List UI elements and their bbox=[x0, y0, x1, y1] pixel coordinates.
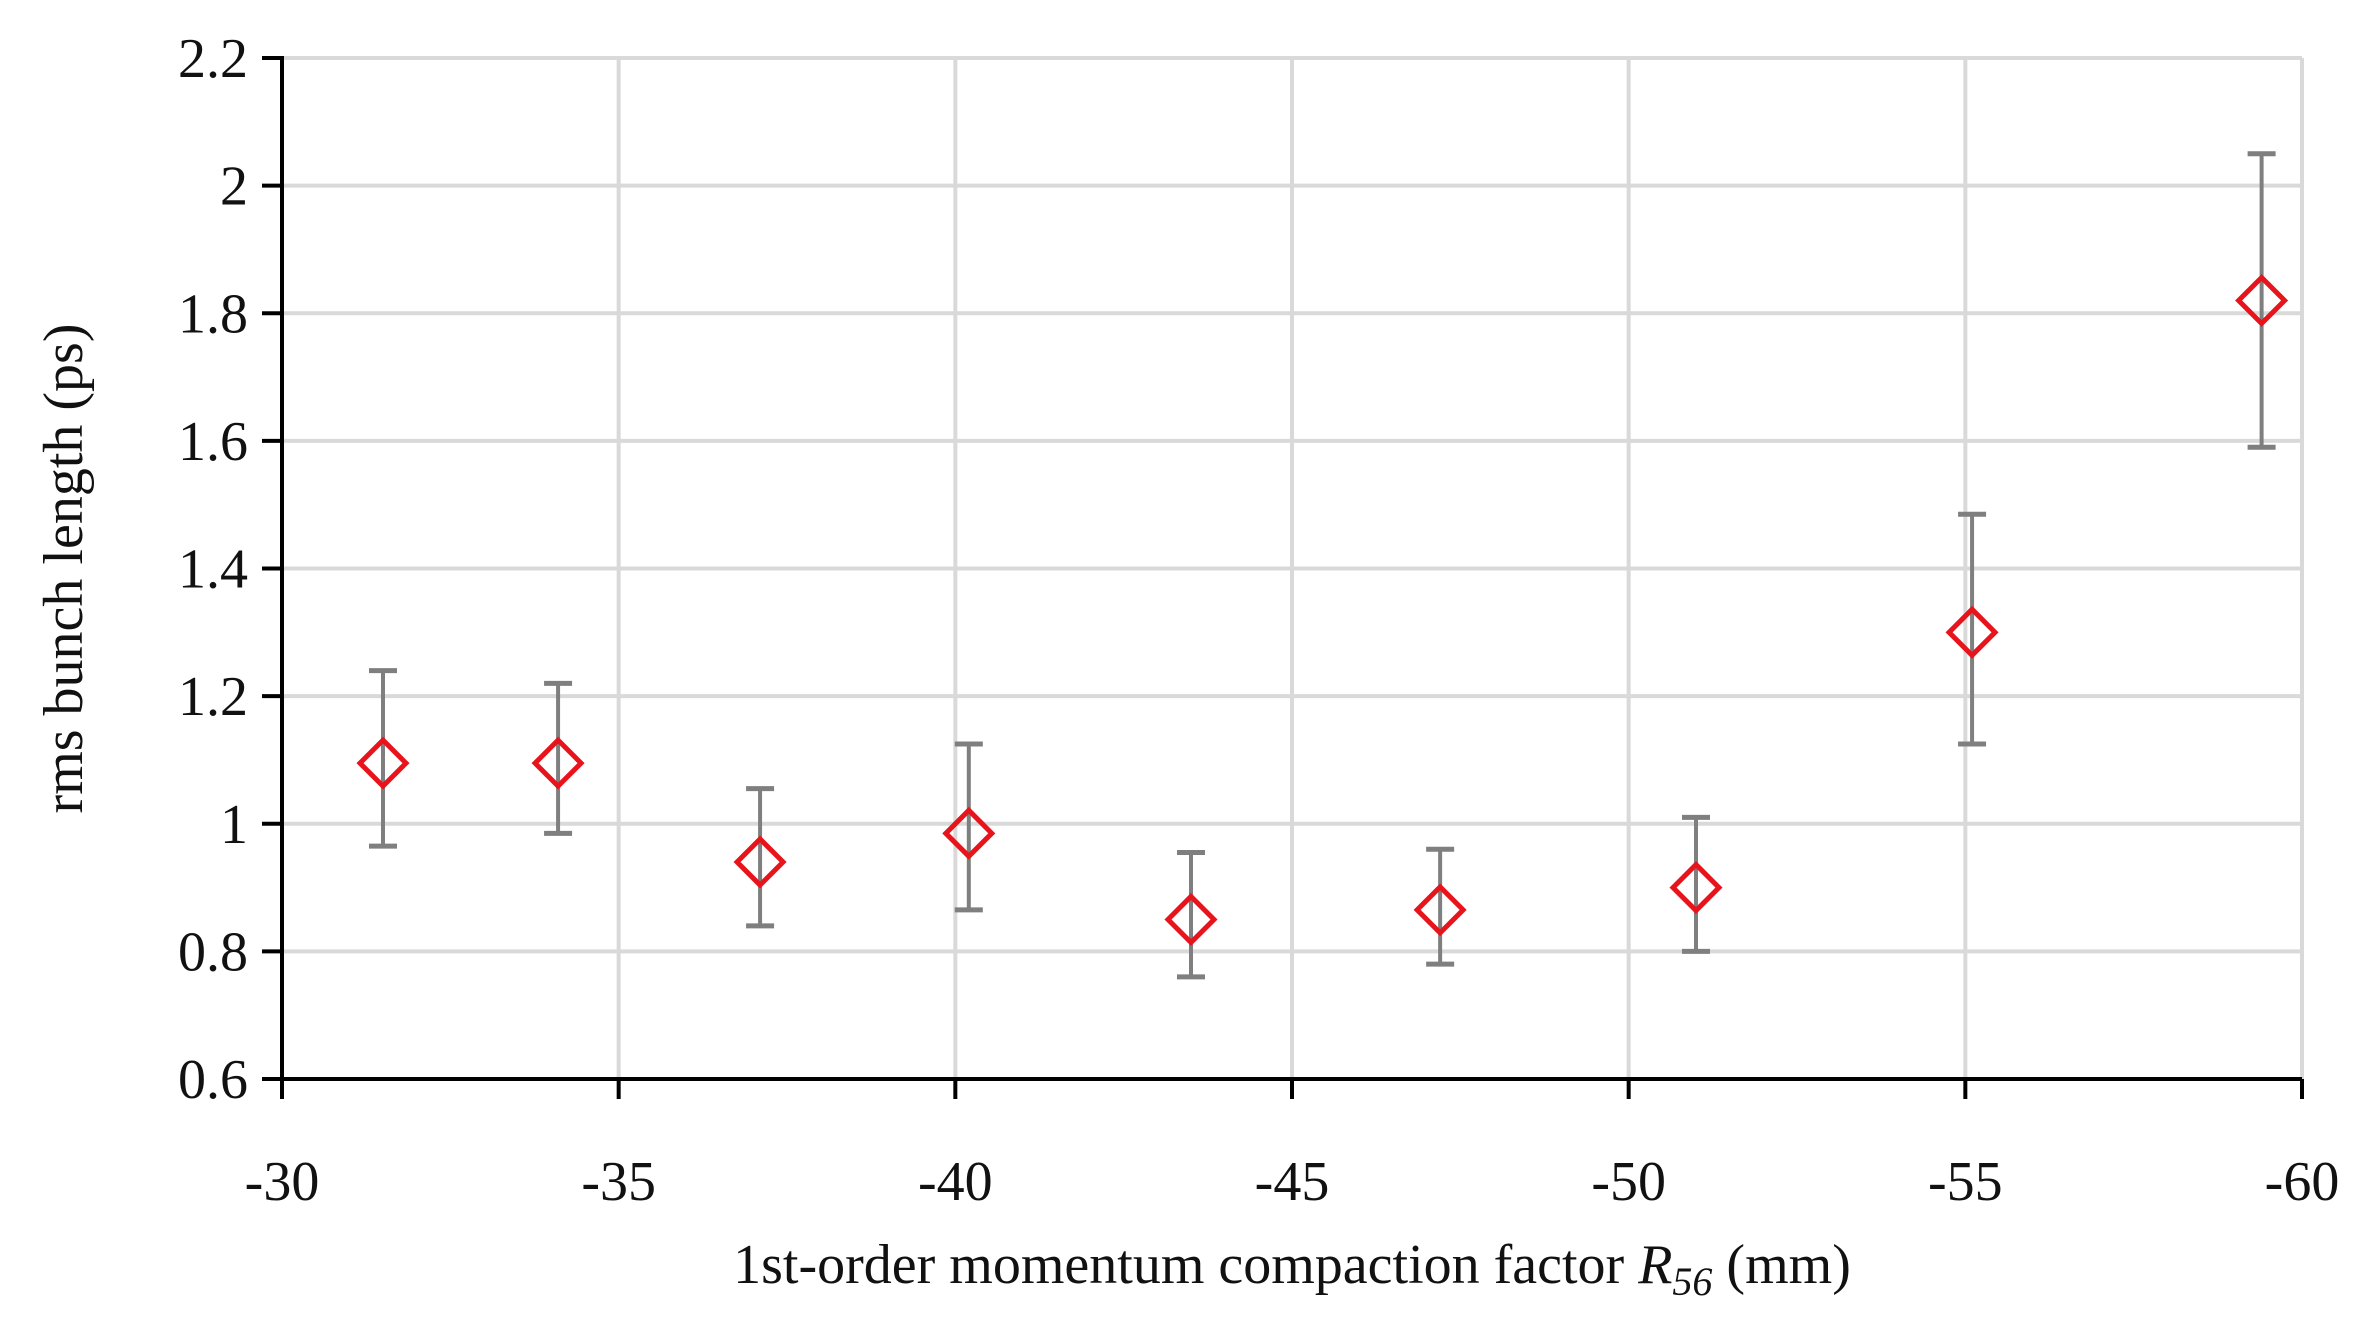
y-tick-label: 1.8 bbox=[178, 283, 248, 345]
data-point bbox=[1945, 605, 1999, 659]
x-axis-title-symbol: R bbox=[1637, 1234, 1672, 1296]
x-tick-label: -50 bbox=[1591, 1151, 1666, 1213]
data-markers bbox=[356, 273, 2289, 947]
y-axis-title: rms bunch length (ps) bbox=[33, 324, 95, 814]
x-tick-label: -35 bbox=[581, 1151, 656, 1213]
y-tick-label: 0.6 bbox=[178, 1049, 248, 1111]
y-tick-label: 1.6 bbox=[178, 411, 248, 473]
x-tick-label: -60 bbox=[2265, 1151, 2340, 1213]
data-point bbox=[531, 736, 585, 790]
data-point bbox=[1413, 883, 1467, 937]
data-point bbox=[1669, 861, 1723, 915]
x-tick-label: -45 bbox=[1255, 1151, 1330, 1213]
data-point bbox=[2235, 273, 2289, 328]
x-axis-title-main: 1st-order momentum compaction factor bbox=[733, 1234, 1638, 1296]
axis-ticks bbox=[262, 56, 2304, 1099]
x-tick-label: -55 bbox=[1928, 1151, 2003, 1213]
x-tick-label: -30 bbox=[245, 1151, 320, 1213]
data-point bbox=[356, 736, 410, 790]
y-tick-labels: 0.6 0.8 1 1.2 1.4 1.6 1.8 2 2.2 bbox=[178, 28, 248, 1111]
error-bars bbox=[369, 151, 2276, 980]
x-axis-title-unit: (mm) bbox=[1712, 1234, 1850, 1296]
y-tick-label: 1.4 bbox=[178, 539, 248, 601]
y-tick-label: 1.2 bbox=[178, 666, 248, 728]
x-tick-labels: -30 -35 -40 -45 -50 -55 -60 bbox=[245, 1151, 2340, 1213]
x-axis-title: 1st-order momentum compaction factor R56… bbox=[733, 1234, 1851, 1304]
y-tick-label: 2 bbox=[220, 156, 248, 218]
y-tick-label: 1 bbox=[220, 794, 248, 856]
data-point bbox=[1164, 892, 1218, 947]
y-tick-label: 0.8 bbox=[178, 921, 248, 983]
y-tick-label: 2.2 bbox=[178, 28, 248, 90]
horizontal-gridlines bbox=[282, 56, 2302, 954]
x-tick-label: -40 bbox=[918, 1151, 993, 1213]
data-point bbox=[733, 835, 787, 889]
data-point bbox=[942, 806, 996, 860]
x-axis-title-subscript: 56 bbox=[1672, 1259, 1712, 1304]
